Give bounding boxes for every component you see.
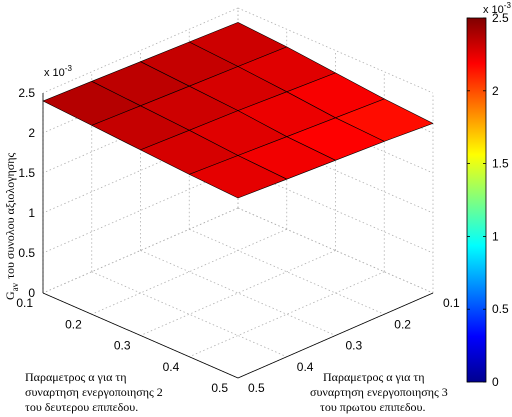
gridline-15	[237, 207, 434, 294]
z-axis-label: Gavτου συνολου αξιολογησης	[3, 152, 20, 300]
x-tick-label-1: 0.2	[65, 317, 82, 331]
gridline-6	[189, 228, 385, 315]
colorbar-tick-label-2: 1	[492, 229, 499, 243]
colorbar-gradient	[466, 17, 487, 383]
y-tick-label-1: 0.2	[394, 317, 411, 331]
gridline-17	[237, 127, 434, 214]
z-scale-label: x 10-3	[44, 64, 72, 79]
y-tick-label-0: 0.1	[443, 296, 460, 310]
colorbar: 0 0.5 1 1.5 2 2.5 x 10-3	[466, 1, 511, 389]
x-label-line-3: του δευτερου επιπεδου.	[25, 400, 138, 414]
colorbar-tick-label-3: 1.5	[492, 157, 509, 171]
x-label-line-1: Παραμετρος α για τη	[25, 370, 126, 384]
y-label-line-1: Παραμετρος α για τη	[323, 370, 424, 384]
x-tick-label-4: 0.5	[211, 381, 228, 395]
y-axis-title: Παραμετρος α για τη συναρτηση ενεργοποιη…	[310, 370, 448, 414]
z-tick-label-3: 1.5	[18, 166, 35, 180]
gridline-2	[140, 250, 336, 336]
gridline-16	[237, 167, 434, 254]
x-tick-label-2: 0.3	[114, 339, 131, 353]
colorbar-tick-label-0: 0	[492, 375, 499, 389]
tick-labels: 0 0.5 1 1.5 2 2.5 0.1 0.2 0.3 0.4 0.5 0.1 0.2 0.3 0.4 0…	[16, 86, 460, 395]
z-tick-label-2: 1	[28, 206, 35, 220]
gridline-26	[42, 207, 239, 294]
x-label-line-2: συναρτηση ενεργοποιησης 2	[25, 385, 163, 399]
surface-patch-3-3	[189, 155, 288, 199]
gridline-29	[42, 87, 239, 174]
z-tick-label-0: 0	[28, 286, 35, 300]
colorbar-tick-label-1: 0.5	[492, 302, 509, 316]
x-tick-label-0: 0.1	[16, 296, 33, 310]
z-tick-label-4: 2	[28, 126, 35, 140]
x-axis-title: Παραμετρος α για τη συναρτηση ενεργοποιη…	[25, 370, 163, 414]
gridline-8	[91, 271, 287, 358]
gridline-27	[42, 167, 239, 254]
gridline-1	[91, 228, 287, 315]
gridline-31	[42, 7, 239, 94]
x-axis-line	[42, 292, 239, 379]
colorbar-tick-label-5: 2.5	[492, 11, 509, 25]
gridline-28	[42, 127, 239, 214]
gridline-30	[42, 47, 239, 134]
y-axis-line	[237, 292, 434, 379]
colorbar-tick-label-4: 2	[492, 84, 499, 98]
surface-plot	[42, 22, 434, 199]
axes	[42, 93, 434, 379]
y-tick-label-2: 0.3	[346, 339, 363, 353]
y-tick-label-3: 0.4	[297, 360, 314, 374]
x-tick-label-3: 0.4	[163, 360, 180, 374]
z-tick-label-5: 2.5	[18, 86, 35, 100]
z-tick-label-1: 0.5	[18, 246, 35, 260]
gridline-7	[140, 250, 336, 336]
y-label-line-3: του πρωτου επιπεδου.	[320, 400, 426, 414]
y-tick-label-4: 0.5	[248, 381, 265, 395]
y-label-line-2: συναρτηση ενεργοποιησης 3	[310, 385, 448, 399]
colorbar-ticks: 0 0.5 1 1.5 2 2.5	[467, 11, 509, 389]
gridline-20	[237, 7, 434, 94]
gridline-3	[189, 271, 385, 358]
colorbar-scale-label: x 10-3	[483, 1, 511, 16]
gridline-18	[237, 87, 434, 174]
